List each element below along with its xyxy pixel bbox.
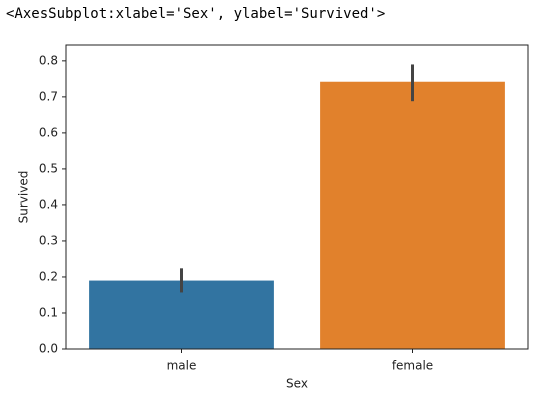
x-tick-label: male — [167, 359, 197, 373]
y-tick-label: 0.8 — [39, 53, 58, 67]
y-tick-label: 0.6 — [39, 125, 58, 139]
x-tick-label: female — [392, 359, 433, 373]
y-tick-label: 0.3 — [39, 233, 58, 247]
plot-frame — [65, 44, 529, 350]
y-tick-label: 0.1 — [39, 305, 58, 319]
bar — [320, 81, 505, 350]
y-tick-label: 0.0 — [39, 342, 58, 356]
y-tick-label: 0.7 — [39, 89, 58, 103]
output-text: <AxesSubplot:xlabel='Sex', ylabel='Survi… — [6, 6, 385, 22]
y-tick-label: 0.4 — [39, 197, 58, 211]
y-tick-label: 0.5 — [39, 161, 58, 175]
y-tick-label: 0.2 — [39, 269, 58, 283]
y-axis-label: Survived — [17, 171, 31, 224]
x-axis-label: Sex — [286, 377, 308, 391]
